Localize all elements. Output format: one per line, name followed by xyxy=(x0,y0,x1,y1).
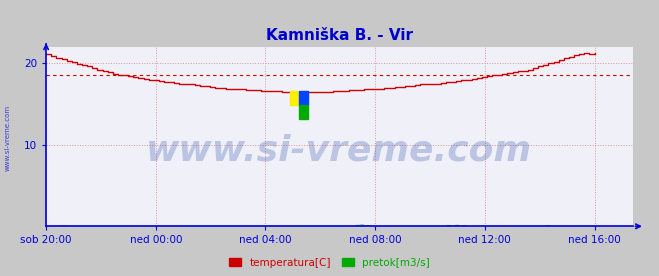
Bar xyxy=(289,91,299,105)
Title: Kamniška B. - Vir: Kamniška B. - Vir xyxy=(266,28,413,43)
Bar xyxy=(299,91,308,105)
Legend: temperatura[C], pretok[m3/s]: temperatura[C], pretok[m3/s] xyxy=(226,254,433,271)
Bar xyxy=(299,105,308,119)
Text: www.si-vreme.com: www.si-vreme.com xyxy=(5,105,11,171)
Text: www.si-vreme.com: www.si-vreme.com xyxy=(146,134,532,168)
